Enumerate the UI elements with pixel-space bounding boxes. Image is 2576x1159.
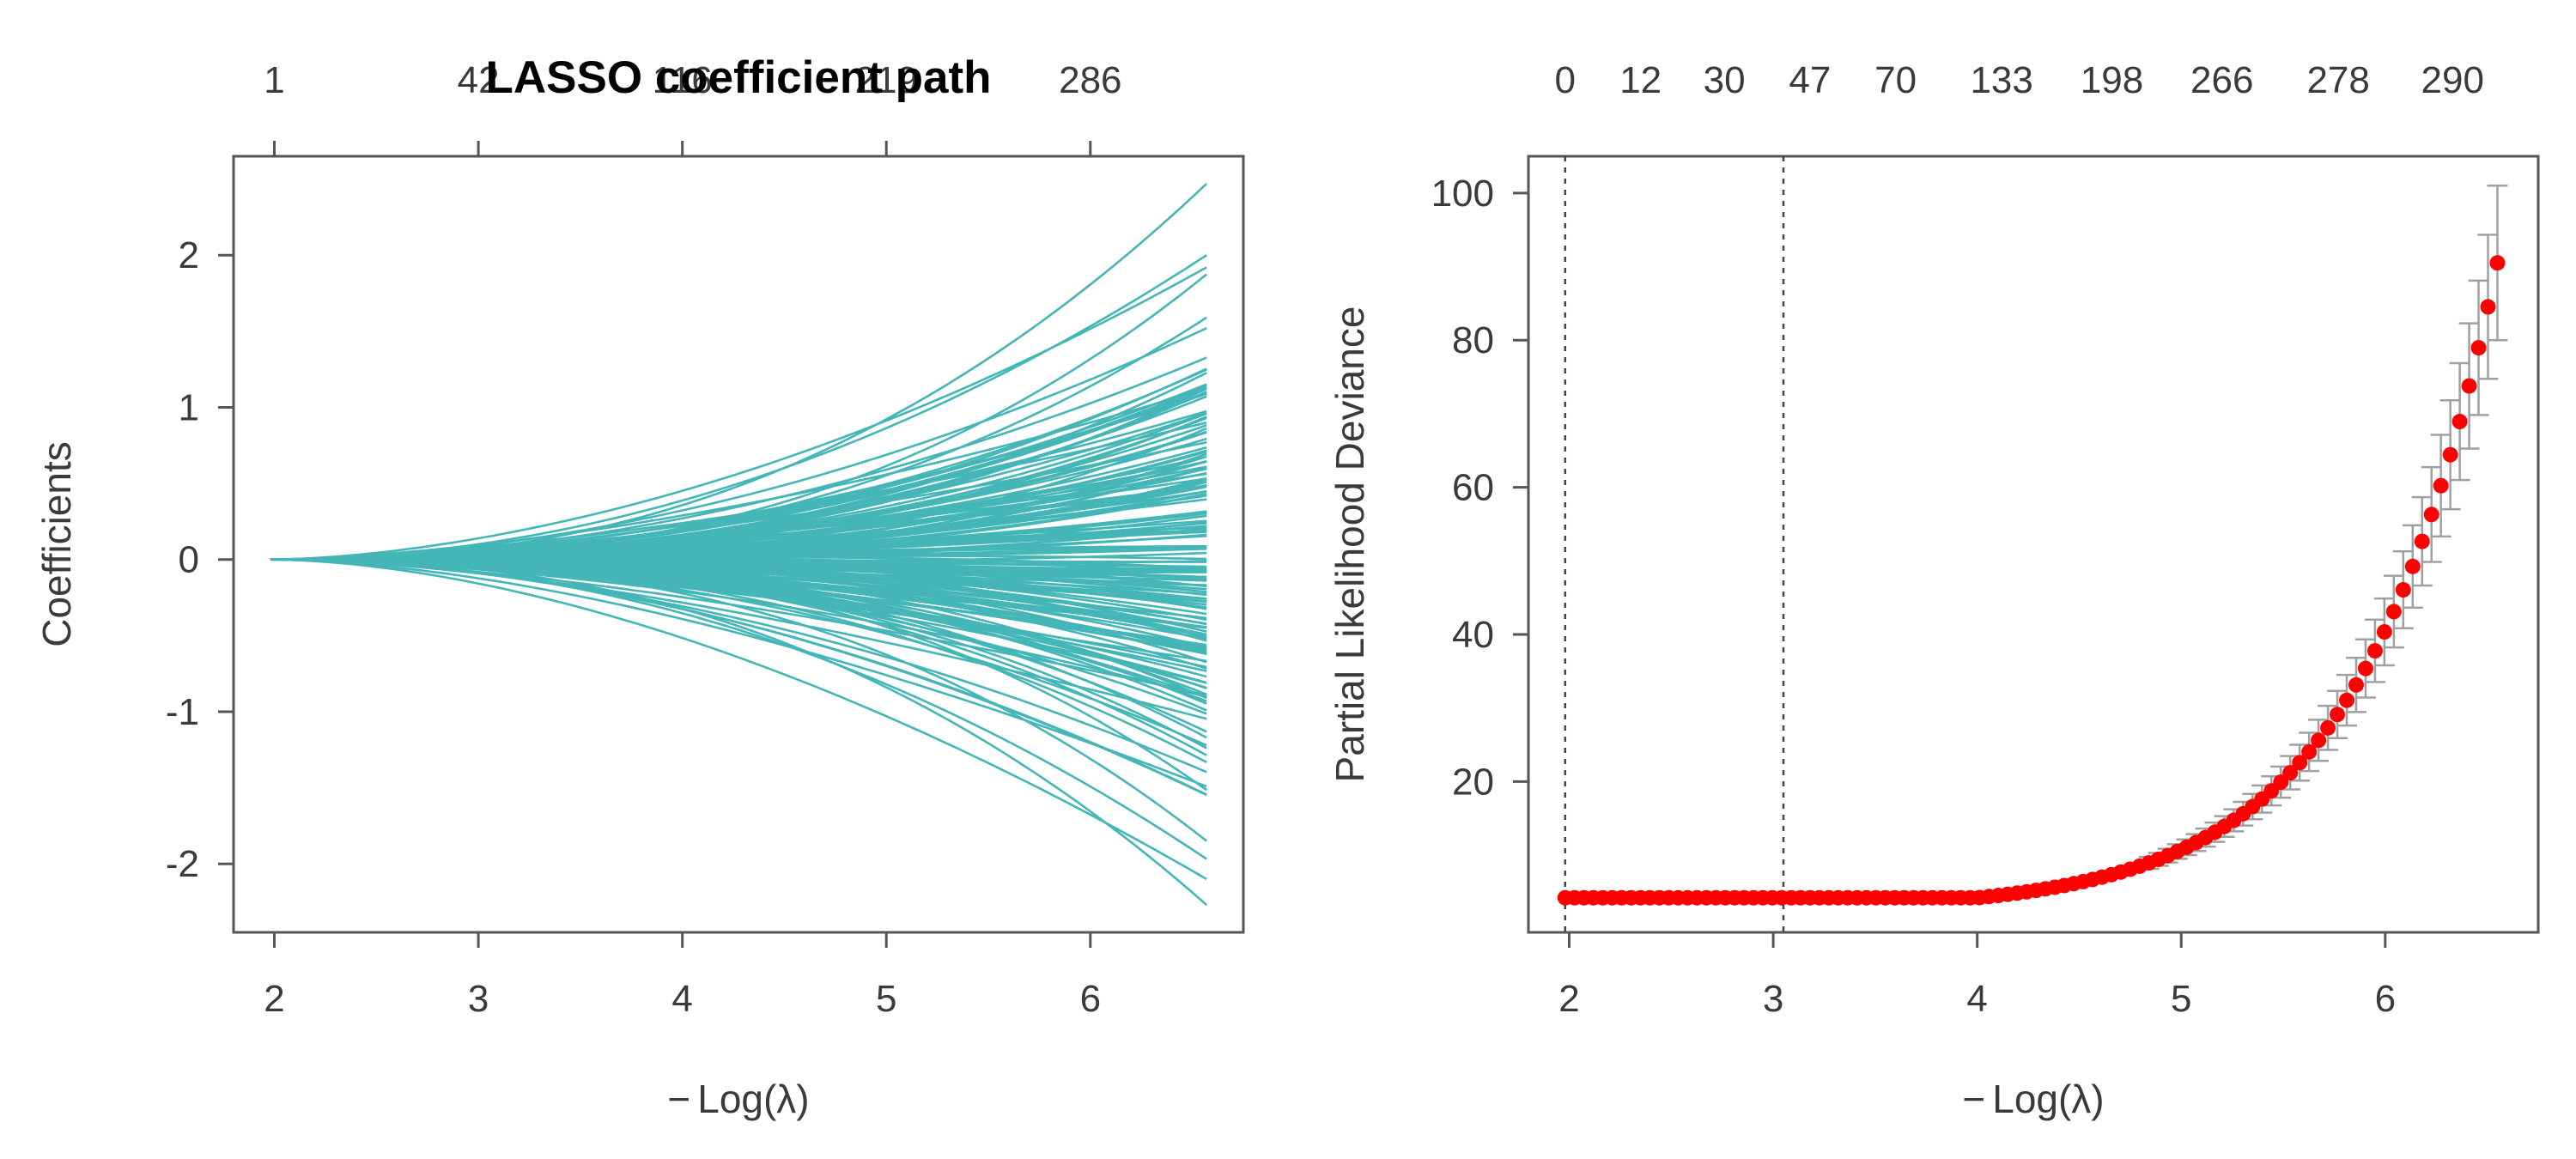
right-top-tick-label: 278 — [2306, 59, 2369, 101]
left-ylabel: Coefficients — [34, 441, 79, 647]
deviance-point — [2423, 507, 2439, 523]
deviance-point — [2357, 660, 2373, 677]
right-x-tick-label: 5 — [2171, 978, 2191, 1020]
deviance-point — [2273, 774, 2289, 791]
left-xlabel-text: Log(λ) — [697, 1077, 809, 1121]
left-top-tick-label: 286 — [1059, 59, 1121, 101]
error-bars — [2138, 185, 2508, 871]
coefficient-path-panel: 2 3 4 5 6 -2 -1 0 1 2 1 42 116 219 286 LASSO coefficie… — [34, 52, 1245, 1121]
coefficient-path-line — [270, 529, 1207, 561]
right-top-tick-label: 0 — [1555, 59, 1576, 101]
deviance-point — [2451, 414, 2468, 430]
left-x-tick-label: 5 — [876, 978, 896, 1020]
coefficient-path-line — [270, 558, 1207, 797]
coefficient-path-line — [270, 558, 1207, 699]
right-top-tick-label: 133 — [1970, 59, 2032, 101]
deviance-point — [2348, 677, 2364, 693]
deviance-point — [2282, 765, 2299, 781]
right-top-tick-label: 266 — [2190, 59, 2253, 101]
right-top-tick-label: 290 — [2421, 59, 2484, 101]
coefficient-path-line — [270, 558, 1207, 788]
deviance-point — [2330, 707, 2346, 723]
right-ylabel: Partial Likelihood Deviance — [1327, 306, 1372, 783]
deviance-points — [1557, 255, 2506, 906]
right-y-tick-label: 40 — [1452, 614, 1494, 656]
left-x-tick-label: 3 — [468, 978, 489, 1020]
right-x-tick-label: 6 — [2375, 978, 2396, 1020]
right-y-tick-label: 100 — [1431, 173, 1494, 215]
deviance-point — [2414, 533, 2430, 549]
deviance-point — [2311, 732, 2327, 749]
left-y-tick-label: 2 — [179, 234, 199, 276]
deviance-point — [2301, 743, 2318, 760]
right-top-tick-label: 30 — [1704, 59, 1746, 101]
left-top-tick-label: 42 — [458, 59, 500, 101]
left-axes: 2 3 4 5 6 -2 -1 0 1 2 1 42 116 219 286 — [166, 59, 1122, 1020]
right-top-tick-label: 198 — [2081, 59, 2143, 101]
deviance-point — [2385, 604, 2402, 620]
deviance-point — [2480, 299, 2496, 315]
left-top-tick-label: 116 — [653, 59, 713, 101]
lambda-reference-lines — [1564, 156, 1785, 932]
deviance-point — [2366, 643, 2383, 659]
left-y-tick-label: -2 — [166, 843, 199, 885]
right-top-tick-label: 70 — [1874, 59, 1917, 101]
deviance-point — [2461, 378, 2477, 394]
deviance-point — [2339, 692, 2355, 708]
deviance-point — [2404, 558, 2421, 574]
deviance-point — [2292, 755, 2308, 771]
right-axes: 2 3 4 5 6 20 40 60 80 100 0 12 30 47 70 133 198 266 278 290 — [1431, 59, 2484, 1020]
left-x-tick-label: 4 — [671, 978, 692, 1020]
right-xlabel-minus: − — [1962, 1077, 1985, 1121]
coefficient-path-line — [270, 327, 1207, 561]
right-top-tick-label: 12 — [1619, 59, 1662, 101]
deviance-point — [2320, 719, 2336, 736]
right-x-tick-label: 2 — [1558, 978, 1579, 1020]
deviance-point — [2376, 624, 2392, 640]
deviance-point — [2442, 446, 2458, 463]
left-chart-title: LASSO coefficient path — [486, 52, 992, 103]
left-xlabel-minus: − — [667, 1077, 690, 1121]
left-plot-frame — [232, 155, 1245, 934]
left-top-tick-label: 1 — [264, 59, 284, 101]
deviance-point — [2470, 340, 2487, 356]
coefficient-path-line — [270, 422, 1207, 561]
coefficient-paths — [270, 182, 1208, 907]
left-top-tick-label: 219 — [855, 59, 918, 101]
right-top-tick-label: 47 — [1789, 59, 1831, 101]
left-xlabel: − Log(λ) — [667, 1077, 809, 1121]
deviance-point — [2489, 255, 2506, 271]
cv-deviance-panel: 2 3 4 5 6 20 40 60 80 100 0 12 30 47 70 133 198 266 278 290… — [1327, 59, 2540, 1121]
right-xlabel-text: Log(λ) — [1992, 1077, 2104, 1121]
deviance-point — [2433, 477, 2449, 494]
left-y-tick-label: 1 — [179, 386, 199, 428]
right-y-tick-label: 20 — [1452, 761, 1494, 803]
right-y-tick-label: 60 — [1452, 467, 1494, 509]
coefficient-path-line — [270, 367, 1207, 561]
left-y-tick-label: -1 — [166, 691, 199, 733]
left-x-tick-label: 6 — [1080, 978, 1101, 1020]
coefficient-path-line — [270, 558, 1207, 881]
right-y-tick-label: 80 — [1452, 319, 1494, 361]
deviance-point — [2395, 582, 2411, 598]
coefficient-path-line — [270, 558, 1207, 860]
left-x-tick-label: 2 — [264, 978, 284, 1020]
coefficient-path-line — [270, 266, 1207, 561]
right-plot-frame — [1527, 155, 2540, 934]
right-x-tick-label: 4 — [1966, 978, 1987, 1020]
right-xlabel: − Log(λ) — [1962, 1077, 2104, 1121]
coefficient-path-line — [270, 558, 1207, 570]
right-x-tick-label: 3 — [1763, 978, 1783, 1020]
left-y-tick-label: 0 — [179, 539, 199, 581]
